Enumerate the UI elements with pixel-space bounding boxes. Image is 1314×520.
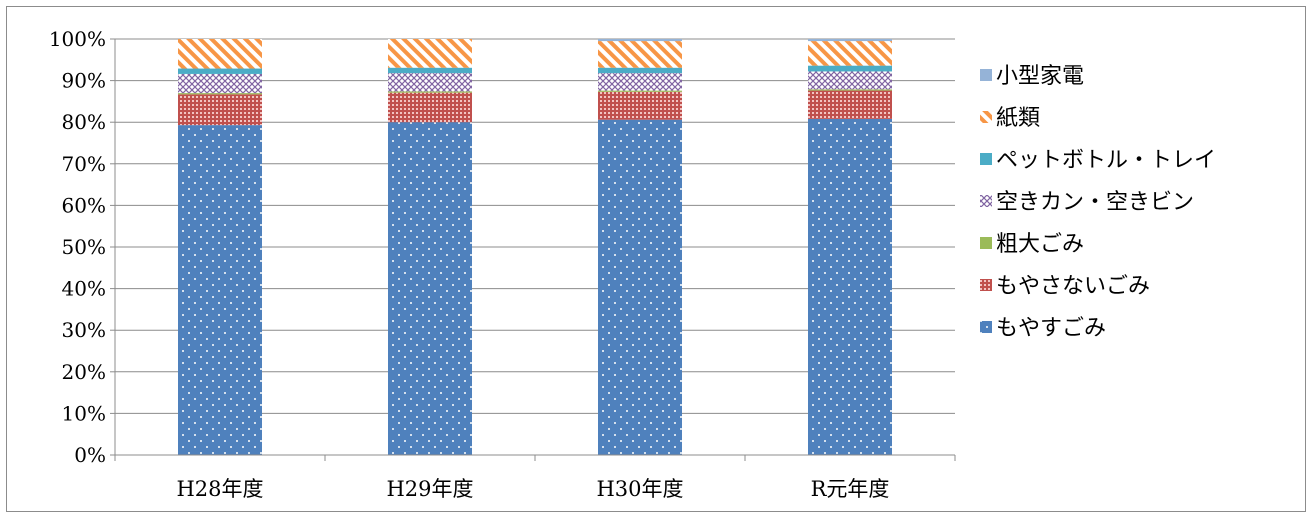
y-tick-label: 40%: [62, 277, 106, 301]
y-tick-label: 90%: [62, 69, 106, 93]
y-tick-label: 70%: [62, 152, 106, 176]
bar-segment: [388, 67, 472, 74]
bar-segment: [808, 118, 892, 455]
legend-swatch: [980, 195, 992, 207]
bar-segment: [388, 39, 472, 68]
x-tick-label: H29年度: [386, 477, 473, 501]
legend-label: もやさないごみ: [996, 274, 1150, 299]
bar-segment: [598, 119, 682, 455]
y-tick-label: 0%: [74, 443, 106, 467]
bar-segment: [388, 73, 472, 92]
bar-segment: [598, 67, 682, 74]
legend-label: 小型家電: [996, 64, 1084, 89]
bar-segment: [808, 39, 892, 42]
legend-swatch: [980, 321, 992, 333]
legend-label: 空きカン・空きビン: [996, 190, 1194, 215]
y-tick-label: 100%: [49, 27, 106, 51]
legend-label: 粗大ごみ: [996, 232, 1084, 257]
bar-segment: [808, 71, 892, 90]
bar-segment: [178, 73, 262, 94]
bar-segment: [178, 39, 262, 69]
bar-segment: [808, 41, 892, 66]
bar-segment: [598, 39, 682, 42]
legend-swatch: [980, 111, 992, 123]
legend-label: 紙類: [996, 106, 1040, 131]
y-tick-label: 20%: [62, 360, 106, 384]
y-tick-label: 80%: [62, 110, 106, 134]
y-tick-label: 50%: [62, 235, 106, 259]
axes: 0% 10% 20% 30% 40% 50% 60% 70% 80% 90% 100% H28年度 H2…: [49, 27, 956, 501]
x-tick-label: H28年度: [176, 477, 263, 501]
bar-segment: [388, 91, 472, 93]
bars: [178, 39, 892, 455]
bar-segment: [598, 41, 682, 68]
bar-segment: [598, 91, 682, 120]
bar-segment: [178, 93, 262, 95]
bar-segment: [178, 68, 262, 74]
legend-swatch: [980, 237, 992, 249]
bar-segment: [808, 65, 892, 72]
y-tick-label: 10%: [62, 401, 106, 425]
legend-label: ペットボトル・トレイ: [996, 148, 1216, 173]
legend-label: もやすごみ: [996, 316, 1106, 341]
legend: 小型家電紙類ペットボトル・トレイ空きカン・空きビン粗大ごみもやさないごみもやすご…: [980, 64, 1216, 341]
legend-swatch: [980, 153, 992, 165]
bar-segment: [388, 122, 472, 455]
bar-segment: [808, 90, 892, 119]
legend-swatch: [980, 279, 992, 291]
x-tick-label: R元年度: [811, 477, 890, 501]
bar-segment: [808, 89, 892, 91]
bar-segment: [388, 92, 472, 123]
y-tick-label: 30%: [62, 318, 106, 342]
legend-swatch: [980, 69, 992, 81]
bar-segment: [598, 90, 682, 92]
y-tick-label: 60%: [62, 193, 106, 217]
x-tick-label: H30年度: [596, 477, 683, 501]
bar-segment: [178, 125, 262, 455]
chart-frame: [6, 6, 1306, 512]
bar-segment: [178, 94, 262, 126]
bar-segment: [598, 73, 682, 91]
